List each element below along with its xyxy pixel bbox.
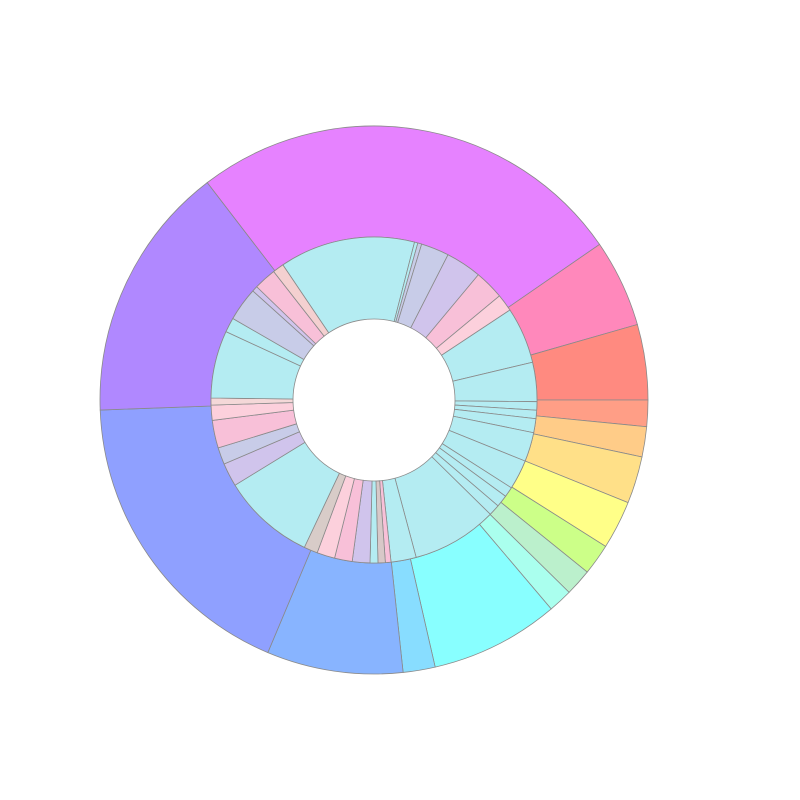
sunburst-segment	[273, 264, 330, 337]
